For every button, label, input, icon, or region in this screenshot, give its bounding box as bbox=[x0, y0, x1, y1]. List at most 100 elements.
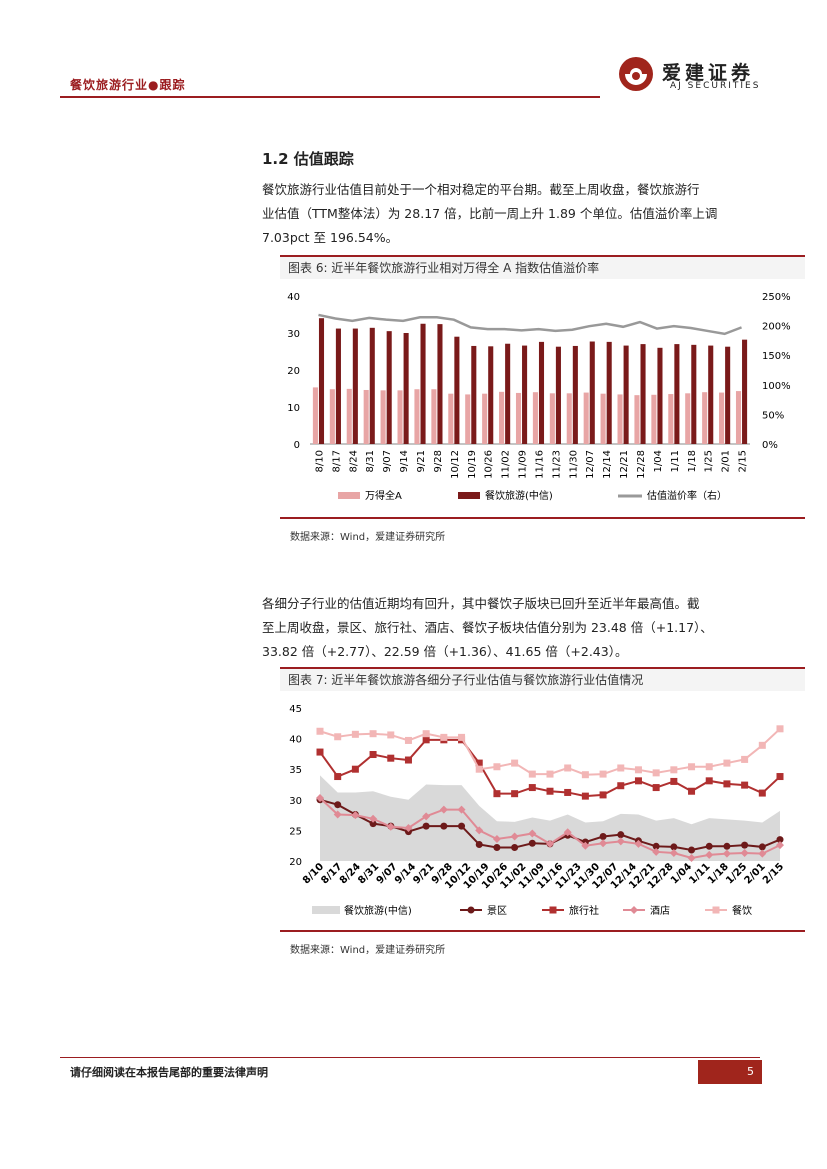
bar-canyin bbox=[335, 328, 341, 444]
fig7-top-rule bbox=[280, 667, 805, 669]
data-point bbox=[705, 850, 714, 859]
x-tick-label: 11/09 bbox=[518, 450, 529, 479]
data-point bbox=[617, 782, 625, 790]
x-tick-label: 11/16 bbox=[534, 450, 545, 479]
data-point bbox=[475, 840, 483, 848]
data-point bbox=[404, 736, 412, 744]
logo-en-text: AJ SECURITIES bbox=[670, 81, 761, 91]
data-point bbox=[688, 846, 696, 854]
logo-cn-text: 爱建证券 bbox=[662, 62, 755, 84]
data-point bbox=[758, 849, 767, 858]
data-point bbox=[493, 844, 501, 852]
bar-canyin bbox=[640, 344, 646, 444]
x-tick-label: 9/28 bbox=[433, 450, 444, 472]
paragraph-1: 餐饮旅游行业估值目前处于一个相对稳定的平台期。截至上周收盘，餐饮旅游行 业估值（… bbox=[262, 178, 772, 250]
data-point bbox=[634, 777, 642, 785]
bar-wande bbox=[668, 394, 674, 444]
data-point bbox=[617, 831, 625, 839]
fig7-bottom-rule bbox=[280, 930, 805, 932]
data-point bbox=[475, 826, 484, 835]
x-tick-label: 1/11 bbox=[670, 450, 681, 472]
data-point bbox=[741, 781, 749, 789]
data-point bbox=[316, 793, 324, 802]
data-point bbox=[722, 849, 731, 858]
data-point bbox=[616, 837, 625, 846]
para1-line: 餐饮旅游行业估值目前处于一个相对稳定的平台期。截至上周收盘，餐饮旅游行 bbox=[262, 182, 700, 197]
data-point bbox=[599, 770, 607, 778]
data-point bbox=[599, 839, 608, 848]
data-point bbox=[687, 853, 696, 862]
bar-canyin bbox=[657, 347, 663, 444]
data-point bbox=[334, 773, 342, 781]
bar-canyin bbox=[708, 345, 714, 444]
fig6-source: 数据来源：Wind，爱建证券研究所 bbox=[290, 532, 446, 543]
data-point bbox=[387, 754, 395, 762]
y-tick-label: 45 bbox=[289, 704, 302, 715]
premium-line bbox=[318, 313, 742, 336]
data-point bbox=[511, 790, 519, 798]
legend-marker bbox=[549, 906, 557, 914]
data-point bbox=[458, 733, 466, 741]
data-point bbox=[422, 736, 430, 744]
data-point bbox=[599, 833, 607, 841]
data-point bbox=[652, 842, 660, 850]
para2-line: 至上周收盘，景区、旅行社、酒店、餐饮子板块估值分别为 23.48 倍（+1.17… bbox=[262, 620, 713, 635]
data-point bbox=[758, 741, 766, 749]
data-point bbox=[440, 733, 448, 741]
data-point bbox=[705, 763, 713, 771]
data-point bbox=[741, 841, 749, 849]
data-point bbox=[634, 839, 643, 848]
bar-wande bbox=[549, 393, 555, 444]
data-point bbox=[670, 843, 678, 851]
y-tick-label: 40 bbox=[289, 735, 302, 746]
legend-label: 餐饮 bbox=[732, 904, 752, 917]
data-point bbox=[422, 822, 430, 830]
data-point bbox=[776, 725, 784, 733]
legend-label: 餐饮旅游(中信) bbox=[344, 904, 412, 917]
legend-label: 酒店 bbox=[650, 904, 670, 917]
y2-tick-label: 200% bbox=[762, 322, 791, 333]
data-point bbox=[652, 847, 661, 856]
y-tick-label: 35 bbox=[289, 765, 302, 776]
bar-wande bbox=[634, 395, 640, 444]
data-point bbox=[386, 822, 395, 831]
data-point bbox=[369, 820, 377, 828]
bar-canyin bbox=[454, 336, 460, 444]
x-tick-label: 2/15 bbox=[738, 450, 749, 472]
paragraph-2: 各细分子行业的估值近期均有回升，其中餐饮子版块已回升至近半年最高值。截 至上周收… bbox=[262, 592, 772, 664]
data-point bbox=[670, 766, 678, 774]
fig7-title: 图表 7: 近半年餐饮旅游各细分子行业估值与餐饮旅游行业估值情况 bbox=[280, 669, 805, 691]
x-tick-label: 2/01 bbox=[721, 450, 732, 472]
data-point bbox=[546, 839, 554, 848]
bar-wande bbox=[431, 389, 437, 444]
bar-wande bbox=[448, 393, 454, 444]
data-point bbox=[688, 763, 696, 771]
bar-wande bbox=[685, 393, 691, 444]
data-point bbox=[564, 788, 572, 796]
bar-wande bbox=[499, 391, 505, 444]
y-tick-label: 0 bbox=[294, 440, 300, 451]
y-tick-label: 20 bbox=[289, 857, 302, 868]
bar-wande bbox=[397, 390, 403, 444]
data-point bbox=[617, 764, 625, 772]
data-point bbox=[758, 789, 766, 797]
bar-wande bbox=[363, 389, 369, 444]
legend-marker bbox=[712, 906, 720, 914]
area-canyin-lvyou bbox=[320, 775, 780, 861]
legend-label: 万得全A bbox=[365, 489, 402, 502]
y-tick-label: 25 bbox=[289, 826, 302, 837]
data-point bbox=[369, 730, 377, 738]
y-tick-label: 30 bbox=[287, 329, 300, 340]
data-point bbox=[422, 812, 431, 821]
x-tick-label: 11/02 bbox=[501, 450, 512, 479]
bar-canyin bbox=[572, 345, 578, 444]
data-point bbox=[440, 822, 448, 830]
data-point bbox=[776, 841, 784, 850]
data-point bbox=[670, 777, 678, 785]
bar-canyin bbox=[352, 328, 358, 444]
y2-tick-label: 100% bbox=[762, 381, 791, 392]
footer-rule bbox=[60, 1057, 760, 1058]
bar-wande bbox=[735, 391, 742, 444]
data-point bbox=[705, 842, 713, 850]
section-title: 1.2 估值跟踪 bbox=[262, 150, 354, 168]
